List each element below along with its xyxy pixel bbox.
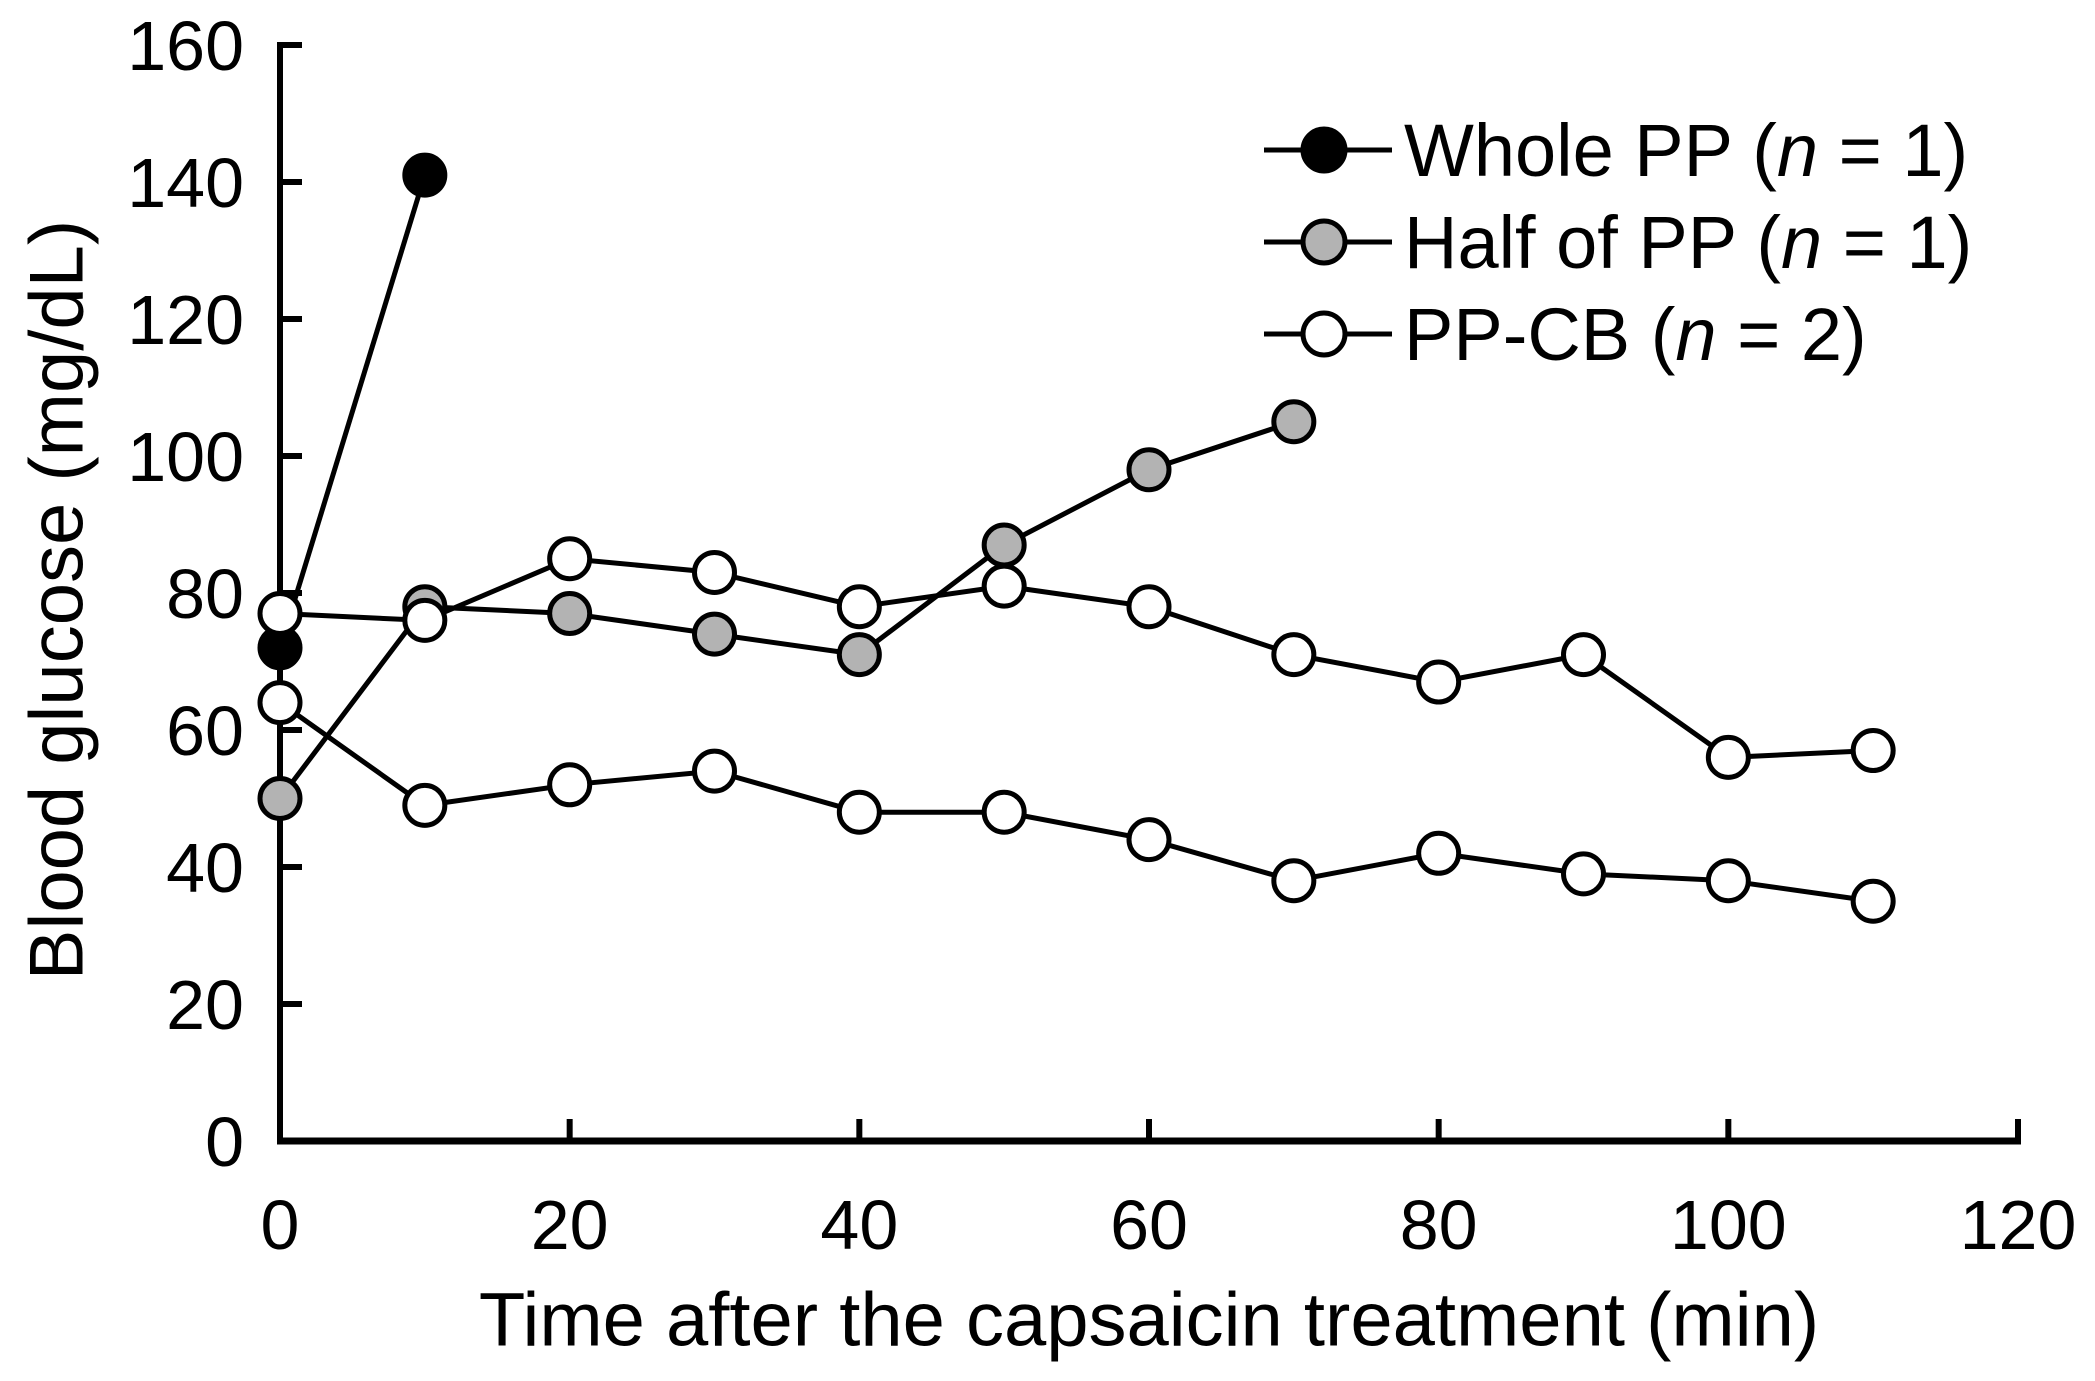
x-tick-label: 100 xyxy=(1670,1186,1787,1264)
series-1-point xyxy=(1271,399,1317,445)
y-tick-label: 0 xyxy=(205,1103,244,1181)
series-3-point xyxy=(1705,858,1751,904)
series-3-point xyxy=(1416,830,1462,876)
series-2-point xyxy=(836,584,882,630)
series-3-point xyxy=(402,782,448,828)
x-tick-label: 120 xyxy=(1960,1186,2077,1264)
series-0-point xyxy=(402,152,448,198)
series-3-point xyxy=(981,789,1027,835)
legend-label-whole-pp: Whole PP (n = 1) xyxy=(1404,108,1969,192)
series-1-point xyxy=(547,591,593,637)
y-tick-label: 160 xyxy=(127,7,244,85)
x-tick-label: 80 xyxy=(1400,1186,1478,1264)
series-2-point xyxy=(1561,632,1606,678)
x-tick-label: 60 xyxy=(1110,1186,1188,1264)
y-tick-label: 80 xyxy=(166,555,244,633)
series-1-point xyxy=(836,632,882,678)
series-3-point xyxy=(1561,851,1606,897)
series-3-point xyxy=(257,680,303,726)
filled-circle-marker-icon xyxy=(1264,126,1392,174)
y-tick-label: 60 xyxy=(166,692,244,770)
series-1-point xyxy=(692,611,737,657)
series-2-point xyxy=(257,591,303,637)
legend: Whole PP (n = 1) Half of PP (n = 1) PP-C… xyxy=(1262,104,1972,380)
x-tick-label: 0 xyxy=(261,1186,300,1264)
open-circle-marker-icon xyxy=(1264,310,1392,358)
series-2-point xyxy=(1850,728,1896,774)
series-2-point xyxy=(981,563,1027,609)
legend-item-whole-pp: Whole PP (n = 1) xyxy=(1262,104,1972,196)
series-3-point xyxy=(1850,878,1896,924)
series-2-point xyxy=(692,549,737,595)
y-tick-label: 140 xyxy=(127,144,244,222)
y-tick-label: 40 xyxy=(166,829,244,907)
series-line-2 xyxy=(279,556,1874,760)
series-2-point xyxy=(1705,734,1751,780)
series-3-point xyxy=(836,789,882,835)
series-1-point xyxy=(257,776,303,821)
legend-label-half-pp: Half of PP (n = 1) xyxy=(1404,200,1973,284)
y-tick-label: 20 xyxy=(166,966,244,1044)
gray-circle-marker-icon xyxy=(1264,218,1392,266)
x-tick-label: 20 xyxy=(531,1186,609,1264)
series-3-point xyxy=(1126,817,1172,863)
legend-item-pp-cb: PP-CB (n = 2) xyxy=(1262,288,1972,380)
y-tick-label: 100 xyxy=(127,418,244,496)
series-2-point xyxy=(1126,584,1172,630)
series-3-point xyxy=(1271,858,1317,904)
series-3-point xyxy=(547,762,593,808)
x-axis-title: Time after the capsaicin treatment (min) xyxy=(478,1277,1820,1363)
series-1-point xyxy=(1126,447,1172,493)
series-line-3 xyxy=(278,700,1874,904)
legend-label-pp-cb: PP-CB (n = 2) xyxy=(1404,292,1867,376)
y-axis-title: Blood glucose (mg/dL) xyxy=(14,219,100,981)
y-tick-label: 120 xyxy=(127,281,244,359)
series-line-0 xyxy=(277,174,428,649)
series-2-point xyxy=(1271,632,1317,678)
series-2-point xyxy=(1416,659,1462,705)
series-1-point xyxy=(981,522,1027,568)
x-tick-label: 40 xyxy=(820,1186,898,1264)
series-3-point xyxy=(692,748,737,794)
series-2-point xyxy=(402,597,448,643)
legend-item-half-pp: Half of PP (n = 1) xyxy=(1262,196,1972,288)
series-2-point xyxy=(547,536,593,582)
